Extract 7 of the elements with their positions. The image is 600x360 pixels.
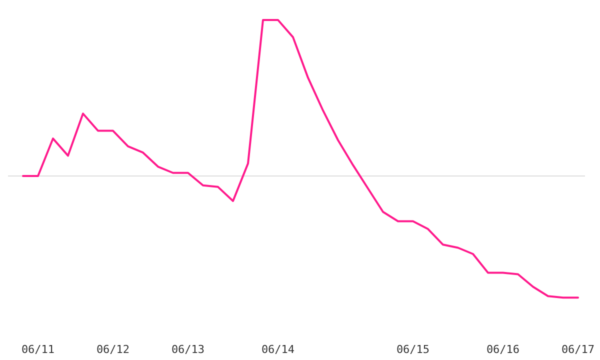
x-tick-label: 06/14: [261, 343, 295, 356]
x-tick-label: 06/11: [21, 343, 55, 356]
x-tick-label: 06/13: [171, 343, 205, 356]
x-tick-label: 06/17: [561, 343, 595, 356]
x-tick-label: 06/15: [396, 343, 430, 356]
x-tick-label: 06/16: [486, 343, 520, 356]
x-tick-label: 06/12: [96, 343, 130, 356]
